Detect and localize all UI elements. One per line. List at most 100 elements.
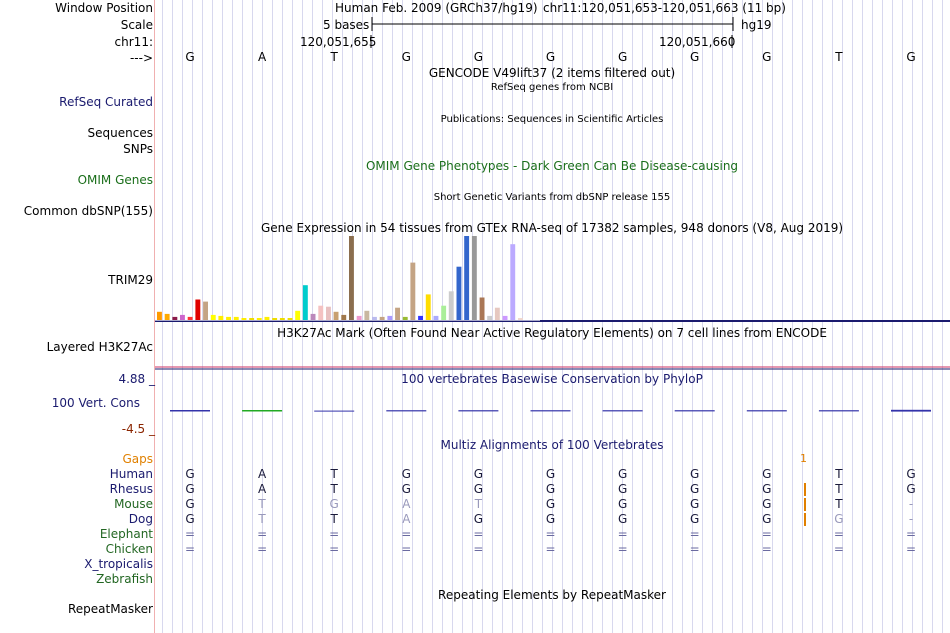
cons-track-title[interactable]: 100 vertebrates Basewise Conservation by… [401,372,703,386]
gtex-bar[interactable] [433,315,439,320]
dbsnp-track-title[interactable]: Short Genetic Variants from dbSNP releas… [433,192,671,203]
gtex-bar[interactable] [418,315,423,320]
alignment-base: = [833,527,844,541]
repeatmasker-track-label[interactable]: RepeatMasker [67,602,153,616]
snps-label[interactable]: SNPs [123,142,153,156]
gtex-bar[interactable] [464,236,470,320]
grid-line [622,0,623,633]
conservation-segment[interactable] [891,409,931,412]
conservation-segment[interactable] [386,410,427,412]
gtex-bar[interactable] [318,305,324,320]
gtex-bar[interactable] [241,318,247,320]
gtex-bar[interactable] [203,301,208,320]
h3k27ac-track-label[interactable]: Layered H3K27Ac [46,340,153,354]
gtex-bar[interactable] [164,313,170,320]
gtex-bar[interactable] [180,314,185,320]
species-label[interactable]: Elephant [99,527,153,541]
species-label[interactable]: Mouse [114,497,153,511]
gtex-bar[interactable] [356,315,362,320]
gtex-bar[interactable] [395,307,400,320]
gtex-bar[interactable] [287,318,293,320]
gap-marker [804,513,806,526]
gtex-bar[interactable] [187,316,193,320]
gtex-track-title[interactable]: Gene Expression in 54 tissues from GTEx … [260,221,844,235]
omim-track-label[interactable]: OMIM Genes [77,173,153,187]
gtex-bar[interactable] [226,316,231,320]
alignment-base: T [258,512,266,526]
gtex-bar[interactable] [448,291,454,320]
alignment-base: T [835,497,843,511]
gtex-bar[interactable] [272,318,278,320]
alignment-base: = [329,542,340,556]
gtex-bar[interactable] [264,316,270,320]
gtex-bar[interactable] [326,306,331,320]
conservation-segment[interactable] [818,410,859,412]
gencode-track-title[interactable]: GENCODE V49lift37 (2 items filtered out) [428,66,676,80]
cons-track-label[interactable]: 100 Vert. Cons [51,396,140,410]
gtex-bar[interactable] [372,316,377,320]
species-label[interactable]: Human [109,467,153,481]
species-label[interactable]: Zebrafish [96,572,153,586]
omim-track-title[interactable]: OMIM Gene Phenotypes - Dark Green Can Be… [365,159,739,173]
h3k27ac-track-title[interactable]: H3K27Ac Mark (Often Found Near Active Re… [277,326,827,340]
gtex-bar[interactable] [494,307,500,320]
gtex-bar[interactable] [510,244,516,320]
gtex-bar[interactable] [518,318,523,320]
gtex-bar[interactable] [364,310,370,320]
gtex-bar[interactable] [349,236,354,320]
refseq-track-title[interactable]: RefSeq genes from NCBI [490,82,614,93]
gtex-bar[interactable] [157,311,162,320]
gtex-bar[interactable] [487,315,493,320]
gtex-bar[interactable] [479,297,485,321]
dbsnp-track-label[interactable]: Common dbSNP(155) [23,204,153,218]
conservation-segment[interactable] [530,410,571,412]
species-label[interactable]: Rhesus [109,482,153,496]
conservation-segment[interactable] [458,410,499,412]
conservation-segment[interactable] [746,410,787,412]
gaps-label[interactable]: Gaps [122,452,153,466]
conservation-segment[interactable] [170,410,210,412]
gtex-bar[interactable] [410,262,416,320]
gtex-bar[interactable] [233,316,239,320]
multiz-track-title[interactable]: Multiz Alignments of 100 Vertebrates [440,438,664,452]
gtex-bar[interactable] [218,315,224,320]
gtex-bar[interactable] [195,299,201,321]
gtex-bar[interactable] [402,316,408,320]
gtex-bar[interactable] [279,318,285,320]
gtex-bar[interactable] [425,294,431,320]
gtex-bar[interactable] [387,315,393,320]
species-label[interactable]: Chicken [105,542,153,556]
gtex-bar[interactable] [471,236,477,320]
repeatmasker-track-title[interactable]: Repeating Elements by RepeatMasker [438,588,666,602]
alignment-base: G [185,482,195,496]
grid-line [852,0,853,633]
grid-line [892,0,893,633]
sequences-label[interactable]: Sequences [87,126,153,140]
gtex-bar[interactable] [172,316,178,320]
species-label[interactable]: Dog [128,512,153,526]
gtex-bar[interactable] [249,318,255,320]
conservation-segment[interactable] [242,410,283,412]
species-label[interactable]: X_tropicalis [84,557,153,571]
gtex-bar[interactable] [295,310,301,320]
gtex-bar[interactable] [333,311,339,320]
gtex-bar[interactable] [441,305,447,320]
grid-line [662,0,663,633]
gtex-bar[interactable] [456,266,462,320]
gtex-bar[interactable] [210,314,216,320]
conservation-segment[interactable] [314,410,355,412]
gtex-bar[interactable] [256,318,262,320]
gtex-bar[interactable] [379,316,385,320]
gtex-bar[interactable] [310,313,316,320]
pubs-track-title[interactable]: Publications: Sequences in Scientific Ar… [440,114,664,125]
alignment-base: G [473,467,484,481]
gtex-bar[interactable] [341,314,347,320]
conservation-segment[interactable] [674,410,715,412]
refseq-track-label[interactable]: RefSeq Curated [59,95,153,109]
conservation-segment[interactable] [602,410,643,412]
gtex-gene-label[interactable]: TRIM29 [108,273,153,287]
gtex-bar[interactable] [302,285,308,320]
gtex-bar[interactable] [502,315,508,320]
